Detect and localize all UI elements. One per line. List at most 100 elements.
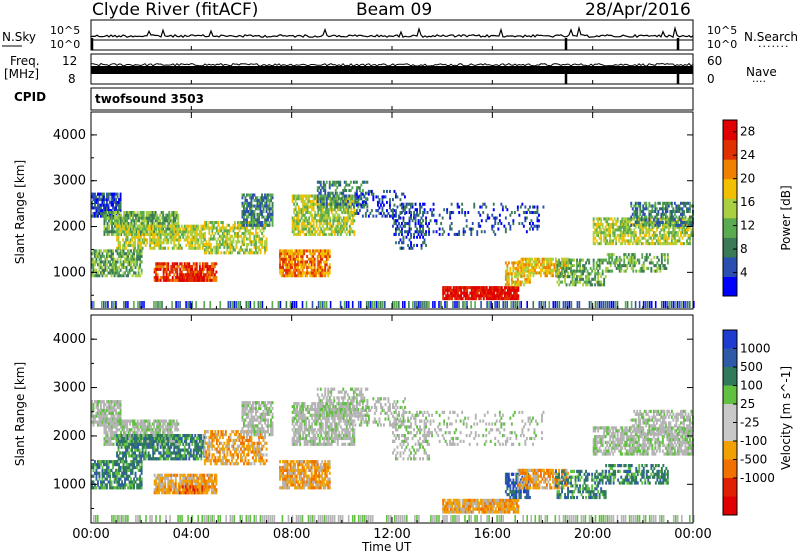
power-cell-2898 [399, 224, 402, 228]
power-cell-1897 [282, 252, 284, 256]
power-cell-551 [125, 224, 127, 228]
power-cell-459 [168, 213, 171, 217]
power-cell-2393 [324, 232, 327, 236]
power-cell-1115 [155, 270, 158, 274]
power-cell-4169 [636, 212, 639, 216]
power-cell-857 [201, 235, 204, 239]
power-cell-664 [155, 241, 158, 245]
power-clutter-4777 [321, 301, 324, 308]
power-cell-683 [159, 241, 162, 245]
noise-tick-bottom-left: 10^0 [50, 38, 81, 51]
power-cell-4161 [634, 212, 637, 216]
power-cell-4469 [645, 255, 648, 259]
velocity-cell-48 [101, 423, 104, 427]
power-cell-3324 [517, 274, 520, 278]
power-cell-4325 [681, 221, 684, 225]
power-cell-4191 [642, 204, 645, 208]
power-cell-4171 [636, 207, 639, 211]
power-cell-528 [119, 227, 121, 231]
power-cell-3410 [543, 257, 545, 261]
velocity-cell-19 [95, 414, 98, 418]
power-cell-1979 [297, 271, 300, 275]
power-clutter-4771 [295, 301, 298, 308]
power-cell-1352 [186, 273, 189, 277]
power-cell-4162 [634, 210, 637, 214]
power-cell-4362 [690, 204, 693, 208]
power-cell-1774 [255, 199, 257, 203]
power-cell-774 [183, 227, 186, 231]
power-cell-3965 [652, 222, 655, 226]
power-cell-1572 [243, 251, 245, 255]
power-cell-3592 [579, 258, 581, 262]
power-cell-3827 [622, 217, 625, 221]
power-cell-1470 [220, 221, 223, 225]
power-cell-4331 [683, 221, 685, 225]
power-cell-2899 [399, 211, 402, 215]
power-cell-4647 [494, 219, 497, 223]
power-cell-3485 [564, 263, 566, 267]
power-cell-1597 [247, 237, 250, 241]
power-cell-3325 [517, 271, 520, 275]
power-cell-1442 [215, 248, 218, 252]
power-cell-3556 [571, 272, 574, 276]
power-cell-1763 [253, 218, 256, 222]
power-cell-4309 [676, 210, 679, 214]
power-cell-2087 [318, 263, 321, 267]
power-cell-4249 [660, 215, 663, 219]
freq-label: Freq. [10, 54, 40, 68]
power-cell-1825 [264, 193, 266, 197]
power-cell-4052 [672, 242, 675, 246]
power-cell-2614 [316, 194, 319, 198]
power-cell-4661 [504, 216, 507, 220]
power-cell-2093 [319, 271, 322, 275]
power-cell-4432 [630, 261, 633, 265]
power-cell-3268 [513, 283, 516, 287]
power-cell-3204 [508, 288, 511, 292]
power-cell-2146 [328, 252, 331, 256]
power-cell-2805 [369, 189, 372, 193]
power-cell-3786 [615, 242, 618, 246]
velocity-cell-10 [92, 414, 95, 418]
power-cell-4615 [473, 205, 476, 209]
power-clutter-4867 [598, 301, 601, 308]
power-cell-2459 [333, 227, 336, 231]
power-cell-3289 [518, 283, 521, 287]
power-cell-2736 [354, 180, 357, 184]
power-cell-1942 [289, 254, 292, 258]
power-cell-3478 [562, 263, 565, 267]
power-cell-1491 [224, 234, 227, 238]
power-cell-1453 [217, 237, 220, 241]
power-cell-1676 [264, 248, 266, 252]
power-clutter-4718 [101, 301, 103, 308]
power-cell-161 [106, 222, 109, 226]
power-cell-2427 [329, 227, 332, 231]
power-cell-717 [168, 230, 171, 234]
power-cell-3496 [567, 257, 569, 261]
power-cell-4451 [638, 269, 641, 273]
power-cell-975 [112, 249, 114, 253]
power-cell-3047 [455, 286, 458, 290]
power-cell-2495 [338, 227, 341, 231]
power-cell-586 [134, 227, 136, 231]
power-cell-2360 [320, 213, 323, 217]
power-cell-3791 [615, 220, 618, 224]
power-cell-2185 [296, 216, 299, 220]
power-cell-1341 [180, 278, 183, 282]
power-cell-963 [110, 257, 113, 261]
power-cell-3869 [631, 222, 634, 226]
power-cell-1328 [212, 262, 215, 266]
power-cell-881 [92, 252, 95, 256]
power-cell-636 [149, 243, 152, 247]
power-cell-1525 [232, 248, 235, 252]
power-cell-574 [132, 246, 135, 250]
power-cell-3725 [600, 217, 603, 221]
power-cell-3002 [428, 222, 430, 226]
power-cell-930 [103, 254, 105, 258]
power-cell-1853 [268, 199, 271, 203]
power-cell-4063 [673, 231, 676, 235]
power-cell-2329 [315, 200, 318, 204]
power-cell-4423 [626, 255, 629, 259]
power-cell-1124 [156, 262, 159, 266]
power-cell-3294 [519, 280, 522, 284]
power-cell-4181 [639, 204, 642, 208]
